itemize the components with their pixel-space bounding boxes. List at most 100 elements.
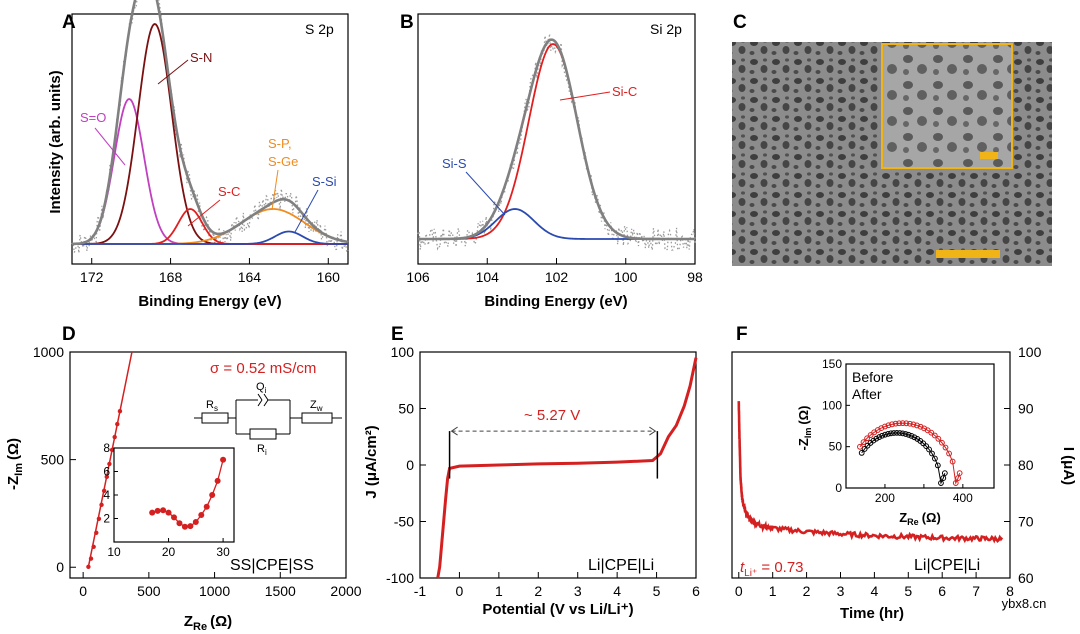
inset-point xyxy=(181,523,188,530)
panel-b-frame xyxy=(417,13,696,265)
inset-point xyxy=(149,509,156,516)
x-tick-label: 0 xyxy=(79,583,87,599)
after-point xyxy=(956,470,963,477)
data-point xyxy=(99,502,104,508)
panel-e-sample-label: Li|CPE|Li xyxy=(588,557,654,574)
data-point xyxy=(101,488,107,494)
anno-si-c: Si-C xyxy=(612,84,637,99)
fit-envelope xyxy=(417,38,696,241)
inset-x-tick-label: 30 xyxy=(216,545,230,559)
y-tick-label: -50 xyxy=(394,514,414,530)
x-tick-label: 3 xyxy=(837,583,845,599)
window-label: ~ 5.27 V xyxy=(524,407,580,424)
x-tick-label: 164 xyxy=(238,269,262,285)
inset-scale-bar xyxy=(980,152,998,159)
data-point xyxy=(96,516,102,522)
panel-d-frame xyxy=(69,351,347,579)
after-point xyxy=(942,444,949,451)
panel-f-xlabel: Time (hr) xyxy=(840,605,904,622)
panel-label-f: F xyxy=(736,324,748,345)
before-point xyxy=(932,455,938,462)
x-tick-label: 4 xyxy=(613,583,621,599)
panel-label-d: D xyxy=(62,324,76,345)
x-tick-label: 4 xyxy=(870,583,878,599)
x-tick-label: 6 xyxy=(692,583,700,599)
y-tick-label: 500 xyxy=(41,452,65,468)
inset-point xyxy=(165,509,172,516)
x-tick-label: 1 xyxy=(495,583,503,599)
anno-si-s: Si-S xyxy=(442,156,467,171)
inset-y-tick-label: 50 xyxy=(829,440,843,454)
panel-label-c: C xyxy=(733,12,747,33)
before-point xyxy=(861,446,868,452)
after-point xyxy=(857,443,863,450)
x-tick-label: 1500 xyxy=(265,583,296,599)
watermark: ybx8.cn xyxy=(1002,596,1047,611)
before-point xyxy=(941,470,948,477)
y-tick-label: -100 xyxy=(386,570,414,586)
panel-a-corner-label: S 2p xyxy=(305,21,334,37)
x-tick-label: 1000 xyxy=(199,583,230,599)
data-point xyxy=(107,461,112,467)
conductivity-label: σ = 0.52 mS/cm xyxy=(210,360,316,377)
inset-point xyxy=(187,523,194,530)
x-tick-label: 3 xyxy=(574,583,582,599)
legend-before: Before xyxy=(852,369,893,385)
y-tick-label: 0 xyxy=(56,559,64,575)
circuit-ri: Ri xyxy=(257,443,267,457)
panel-b-xlabel: Binding Energy (eV) xyxy=(484,293,627,310)
after-line xyxy=(859,422,961,485)
window-arrow-left xyxy=(450,426,458,436)
panel-d-ylabel: -ZIm(Ω) xyxy=(5,438,25,490)
before-point xyxy=(908,433,915,439)
fit-s-si xyxy=(72,230,349,245)
panel-b-corner-label: Si 2p xyxy=(650,21,682,37)
before-point xyxy=(929,450,935,457)
anno-s-n: S-N xyxy=(190,50,212,65)
data-point xyxy=(115,421,120,427)
y-tick-label: 100 xyxy=(391,344,415,360)
x-tick-label: 2000 xyxy=(330,583,361,599)
panel-f: F 0 1 2 3 4 5 6 7 860 70 80 90 100 200 400 0 50 100 150 B… xyxy=(731,324,1077,622)
y-tick-label: 100 xyxy=(1018,344,1042,360)
inset-point xyxy=(220,456,227,463)
inset-point xyxy=(171,514,177,521)
data-point xyxy=(86,564,91,570)
x-tick-label: 6 xyxy=(938,583,946,599)
after-point xyxy=(881,423,888,430)
before-point xyxy=(879,432,886,439)
fit-envelope xyxy=(71,0,349,246)
x-tick-label: -1 xyxy=(414,583,427,599)
inset-y-tick-label: 8 xyxy=(103,441,110,455)
x-tick-label: 168 xyxy=(159,269,183,285)
panel-a-ylabel: Intensity (arb. units) xyxy=(47,70,64,213)
panel-d-inset-frame xyxy=(113,447,235,543)
after-point xyxy=(864,435,870,442)
inset-point xyxy=(203,503,210,510)
panel-f-ylabel: I (μA) xyxy=(1060,447,1077,485)
after-point xyxy=(860,439,867,446)
transference-label: tLi⁺ = 0.73 xyxy=(740,559,804,579)
circuit-qi: Qi xyxy=(256,381,267,395)
before-point xyxy=(923,443,930,450)
data-point xyxy=(104,474,110,480)
x-tick-label: 8 xyxy=(1006,583,1014,599)
after-point xyxy=(914,422,920,429)
panel-a: A 172 168 164 160 S 2p S-N S=O S-P, S-Ge S-… xyxy=(47,0,349,310)
before-point xyxy=(926,446,932,453)
x-tick-label: 7 xyxy=(972,583,980,599)
inset-point xyxy=(160,507,167,514)
data-point xyxy=(94,530,99,535)
inset-f-ylabel: -ZIm(Ω) xyxy=(796,406,813,451)
inset-x-tick-label: 20 xyxy=(162,545,176,559)
y-tick-label: 80 xyxy=(1018,457,1034,473)
circuit-rs: Rs xyxy=(206,399,218,413)
anno-s-p: S-P, xyxy=(268,136,292,151)
x-tick-label: 5 xyxy=(653,583,661,599)
panel-label-b: B xyxy=(400,12,414,33)
data-point xyxy=(109,447,115,453)
window-arrow-right xyxy=(649,426,657,436)
inset-point xyxy=(198,511,205,518)
after-point xyxy=(885,422,892,429)
x-tick-label: 5 xyxy=(904,583,912,599)
